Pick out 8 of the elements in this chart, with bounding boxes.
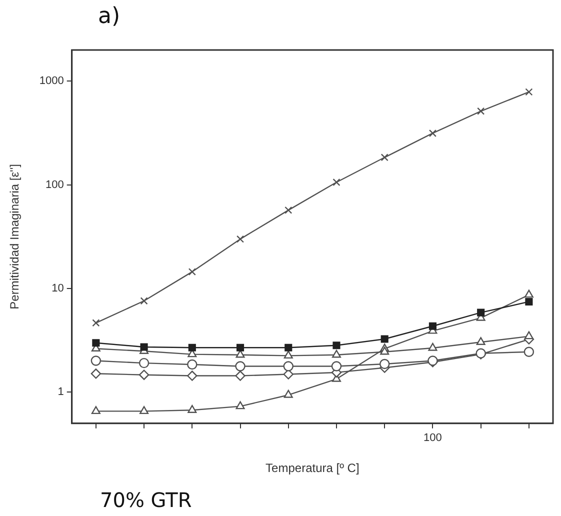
text: 70% GTR: [100, 488, 192, 512]
y-tick-label: 100: [46, 178, 64, 191]
chart-title: a): [98, 4, 120, 29]
y-axis-title: Permitividad Imaginaria [ε'']: [8, 164, 22, 310]
y-tick-label: 1000: [39, 75, 64, 88]
y-tick-label: 10: [52, 282, 64, 295]
x-axis-title: Temperatura [º C]: [266, 461, 360, 476]
y-tick-label: 1: [58, 386, 64, 398]
